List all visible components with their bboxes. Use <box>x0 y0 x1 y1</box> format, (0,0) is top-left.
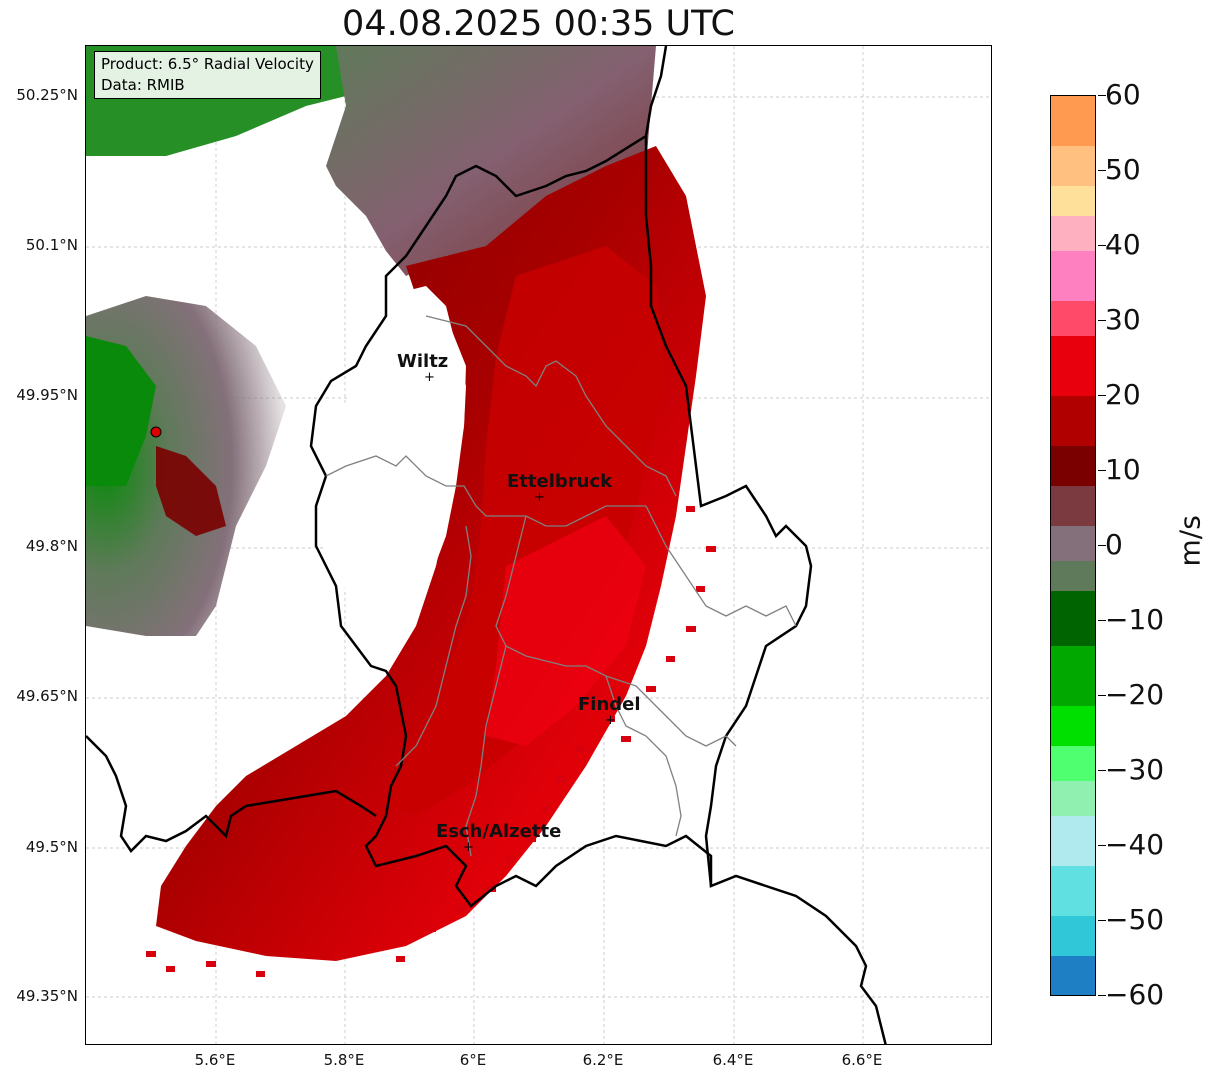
colorbar-label: −60 <box>1105 978 1165 1011</box>
city-label-findel: Findel <box>578 694 641 715</box>
y-tick-label: 49.5°N <box>25 838 78 856</box>
colorbar-label: 10 <box>1105 453 1141 486</box>
colorbar-tick <box>1098 995 1106 996</box>
y-tick-label: 49.65°N <box>16 687 78 705</box>
city-marker-icon: + <box>605 713 616 728</box>
x-tick-label: 6.4°E <box>712 1051 754 1069</box>
radar-site-marker <box>150 426 162 438</box>
y-tick-label: 49.95°N <box>16 386 78 404</box>
x-tick-label: 5.6°E <box>194 1051 236 1069</box>
colorbar-label: 50 <box>1105 153 1141 186</box>
echo-gap-wiltz <box>316 286 466 616</box>
echo-region-north <box>326 46 656 276</box>
y-tick-label: 49.35°N <box>16 987 78 1005</box>
radar-map-canvas <box>86 46 991 1044</box>
colorbar-label: −30 <box>1105 753 1165 786</box>
country-borders <box>86 46 887 1044</box>
x-tick-label: 6.2°E <box>582 1051 624 1069</box>
x-tick-label: 6.6°E <box>841 1051 883 1069</box>
radar-map <box>85 45 992 1045</box>
city-label-esch-alzette: Esch/Alzette <box>436 821 562 842</box>
product-label: Product: 6.5° Radial Velocity <box>101 55 314 73</box>
colorbar-tick <box>1098 395 1106 396</box>
colorbar-tick <box>1098 470 1106 471</box>
map-title: 04.08.2025 00:35 UTC <box>342 4 735 44</box>
echo-region-bright-core <box>486 516 646 746</box>
colorbar-label: −40 <box>1105 828 1165 861</box>
x-tick-label: 5.8°E <box>323 1051 365 1069</box>
colorbar-tick <box>1098 320 1106 321</box>
colorbar-tick <box>1098 95 1106 96</box>
colorbar-tick <box>1098 695 1106 696</box>
colorbar-scale <box>1051 96 1095 995</box>
colorbar-tick <box>1098 245 1106 246</box>
colorbar-unit-label: m/s <box>1173 515 1207 567</box>
echo-region-main-core <box>386 246 666 816</box>
x-tick-label: 6°E <box>459 1051 487 1069</box>
colorbar-label: 60 <box>1105 78 1141 111</box>
city-marker-icon: + <box>463 840 474 855</box>
colorbar-label: 30 <box>1105 303 1141 336</box>
y-tick-label: 50.25°N <box>16 86 78 104</box>
colorbar-tick <box>1098 545 1106 546</box>
echo-region-radar-core <box>86 336 156 486</box>
colorbar-label: 20 <box>1105 378 1141 411</box>
region-borders <box>325 315 797 857</box>
city-marker-icon: + <box>534 490 545 505</box>
colorbar-label: 0 <box>1105 528 1123 561</box>
colorbar-label: 40 <box>1105 228 1141 261</box>
echo-region-radar-red <box>156 446 226 536</box>
colorbar-tick <box>1098 770 1106 771</box>
colorbar <box>1050 95 1096 996</box>
y-tick-label: 50.1°N <box>25 236 78 254</box>
city-marker-icon: + <box>424 370 435 385</box>
colorbar-tick <box>1098 170 1106 171</box>
colorbar-tick <box>1098 920 1106 921</box>
colorbar-label: −20 <box>1105 678 1165 711</box>
data-source-label: Data: RMIB <box>101 76 185 94</box>
product-info-box: Product: 6.5° Radial Velocity Data: RMIB <box>94 51 321 99</box>
city-label-ettelbruck: Ettelbruck <box>507 471 613 492</box>
city-label-wiltz: Wiltz <box>397 351 449 372</box>
colorbar-tick <box>1098 845 1106 846</box>
y-tick-label: 49.8°N <box>25 537 78 555</box>
colorbar-label: −50 <box>1105 903 1165 936</box>
colorbar-label: −10 <box>1105 603 1165 636</box>
colorbar-tick <box>1098 620 1106 621</box>
